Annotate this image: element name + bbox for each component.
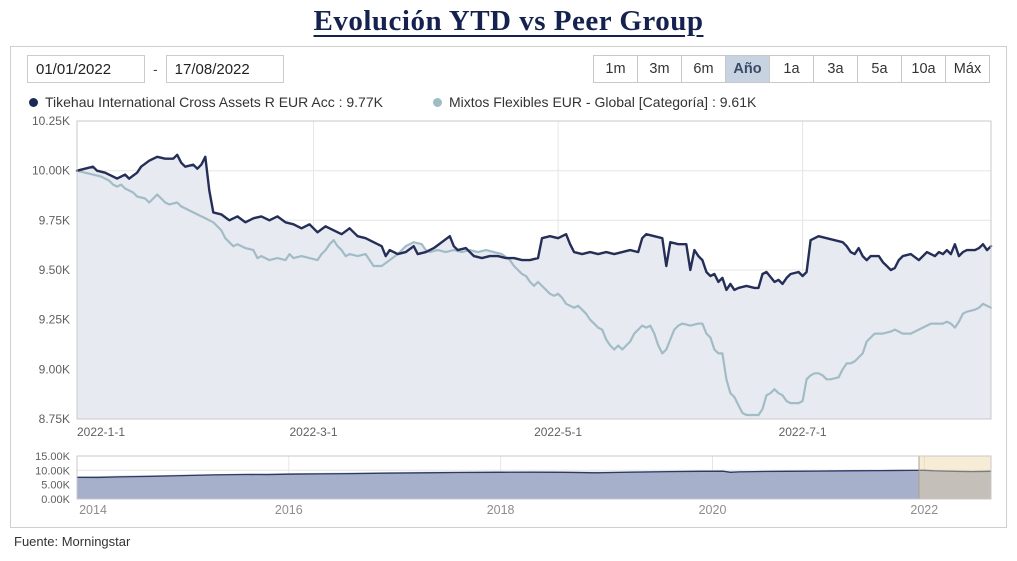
y-axis-tick-label: 9.50K — [39, 263, 70, 277]
axis-labels: 8.75K 9.00K 9.25K 9.50K 9.75K 10.00K 10.25K 202… — [32, 114, 827, 439]
y-axis-tick-label: 15.00K — [35, 451, 71, 463]
x-axis-tick-label: 2016 — [275, 503, 303, 517]
x-axis-tick-label: 2018 — [487, 503, 515, 517]
y-axis-tick-label: 10.00K — [32, 164, 70, 178]
range-button-max[interactable]: Máx — [945, 55, 990, 83]
chart-panel: - 1m 3m 6m Año 1a 3a 5a 10a Máx Tikehau … — [10, 46, 1007, 528]
legend-label-tikehau: Tikehau International Cross Assets R EUR… — [45, 94, 383, 110]
page-title: Evolución YTD vs Peer Group — [313, 5, 704, 37]
date-from-input[interactable] — [27, 55, 145, 83]
y-axis-tick-label: 9.00K — [39, 362, 70, 376]
source-attribution: Fuente: Morningstar — [14, 534, 131, 549]
series-area-tikehau-nav — [77, 470, 991, 499]
x-axis-tick-label: 2022-5-1 — [534, 425, 582, 439]
series-line-tikehau-nav — [76, 469, 992, 479]
x-axis-tick-label: 2020 — [699, 503, 727, 517]
x-axis-tick-label: 2022-3-1 — [289, 425, 337, 439]
x-axis-tick-label: 2014 — [79, 503, 107, 517]
chart-legend: Tikehau International Cross Assets R EUR… — [29, 94, 756, 110]
navigator-selection-handle[interactable] — [918, 455, 992, 500]
series-line-tikehau — [75, 153, 993, 292]
range-button-5a[interactable]: 5a — [857, 55, 902, 83]
main-price-chart: 8.75K 9.00K 9.25K 9.50K 9.75K 10.00K 10.25K 202… — [32, 114, 993, 439]
y-axis-tick-label: 8.75K — [39, 412, 70, 426]
axis-labels: 0.00K 5.00K 10.00K 15.00K 2014 2016 2018 2020 20… — [35, 451, 938, 517]
date-to-input[interactable] — [165, 55, 284, 83]
y-axis-tick-label: 0.00K — [41, 494, 70, 506]
range-button-3a[interactable]: 3a — [813, 55, 858, 83]
x-axis-tick-label: 2022-7-1 — [779, 425, 827, 439]
y-axis-tick-label: 10.00K — [35, 465, 71, 477]
legend-label-category: Mixtos Flexibles EUR - Global [Categoría… — [448, 94, 757, 110]
range-button-group: 1m 3m 6m Año 1a 3a 5a 10a Máx — [593, 55, 990, 83]
y-axis-tick-label: 10.25K — [32, 114, 70, 128]
plot-border — [76, 120, 992, 420]
x-axis-tick-label: 2022-1-1 — [77, 425, 125, 439]
series-line-category — [75, 169, 993, 417]
range-button-6m[interactable]: 6m — [681, 55, 726, 83]
legend-dot-tikehau-icon — [29, 97, 38, 107]
range-button-1m[interactable]: 1m — [593, 55, 638, 83]
x-axis-tick-label: 2022 — [910, 503, 938, 517]
y-axis-tick-label: 9.75K — [39, 213, 70, 227]
legend-dot-category-icon — [432, 97, 442, 107]
range-button-10a[interactable]: 10a — [901, 55, 946, 83]
range-button-3m[interactable]: 3m — [637, 55, 682, 83]
y-axis-tick-label: 9.25K — [39, 313, 70, 327]
legend-item-category[interactable]: Mixtos Flexibles EUR - Global [Categoría… — [432, 94, 757, 110]
range-button-ano[interactable]: Año — [725, 55, 770, 83]
date-range-controls: - — [27, 55, 284, 83]
range-button-1a[interactable]: 1a — [769, 55, 814, 83]
y-axis-tick-label: 5.00K — [41, 480, 70, 492]
legend-item-tikehau[interactable]: Tikehau International Cross Assets R EUR… — [29, 94, 383, 110]
navigator-chart[interactable]: 0.00K 5.00K 10.00K 15.00K 2014 2016 2018 2020 20… — [19, 451, 998, 523]
plot-border — [76, 455, 992, 500]
date-separator: - — [153, 61, 158, 77]
